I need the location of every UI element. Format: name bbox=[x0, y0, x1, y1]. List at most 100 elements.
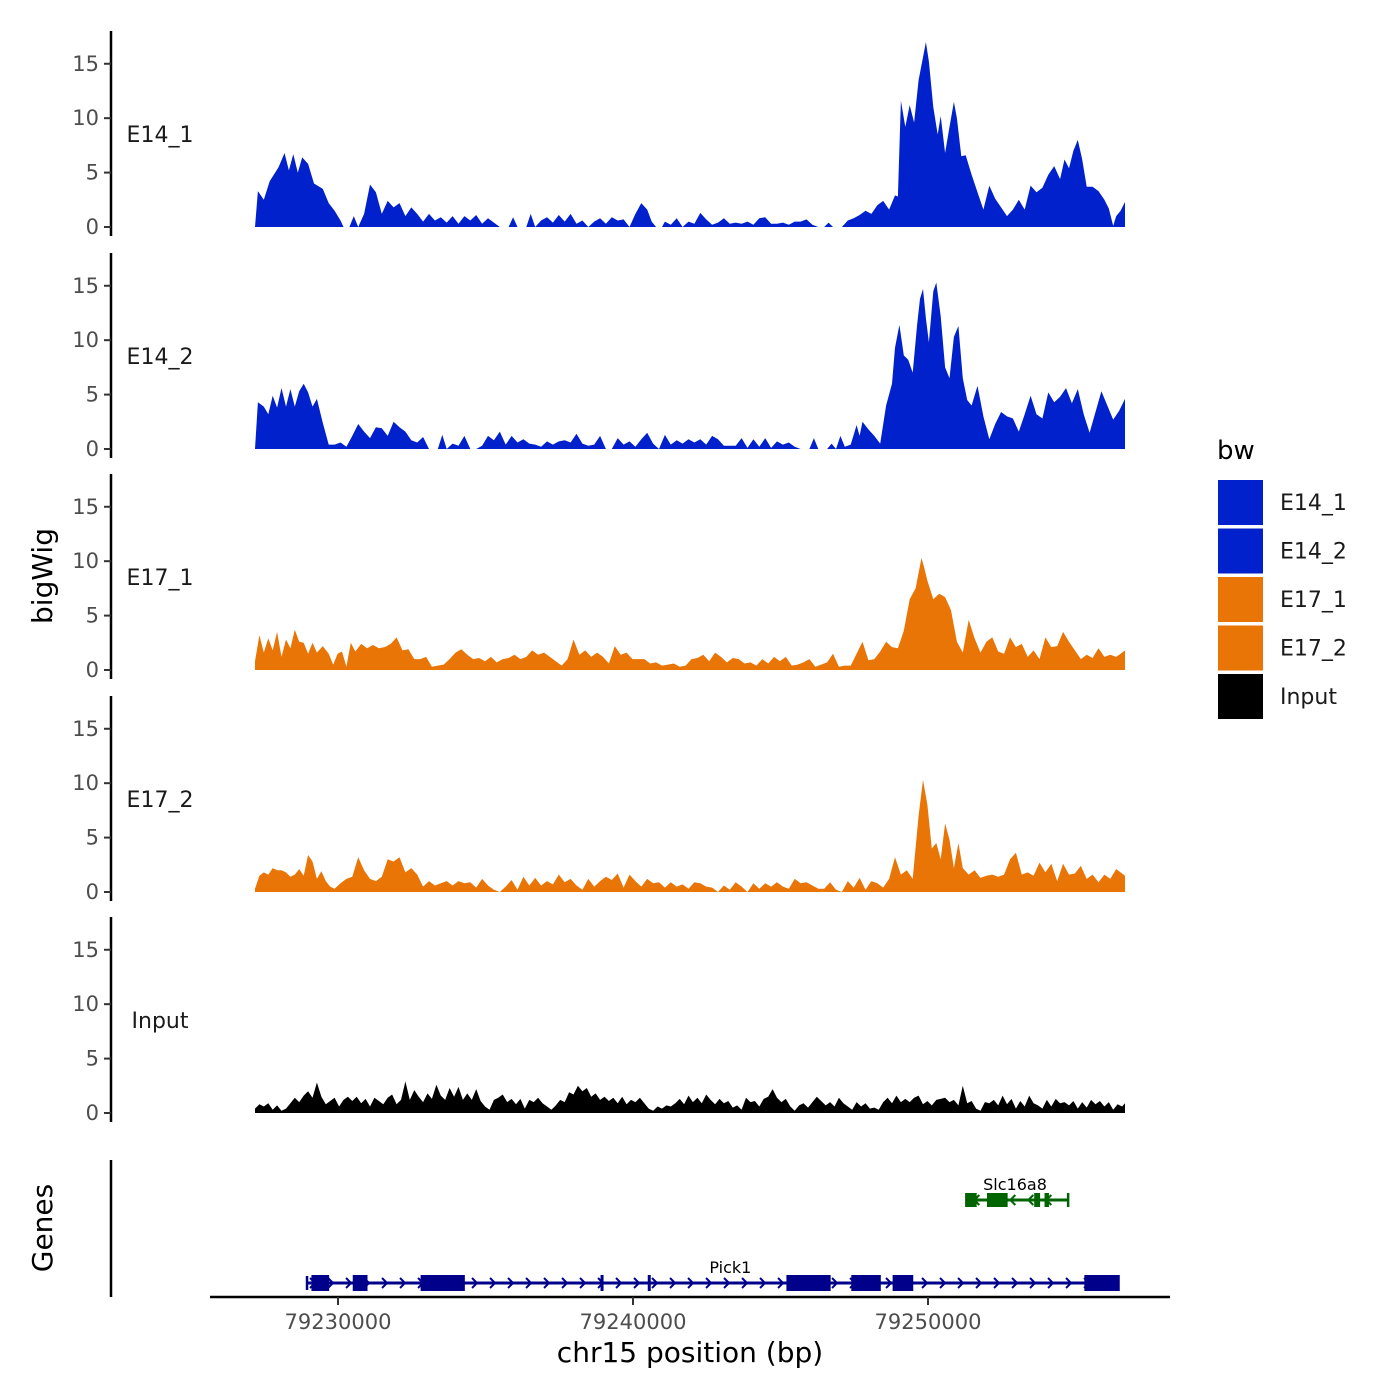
x-tick-label: 79240000 bbox=[580, 1310, 687, 1334]
strand-arrow bbox=[921, 1277, 929, 1289]
gene-label: Pick1 bbox=[709, 1258, 751, 1277]
legend-item-e14-2: E14_2 bbox=[1218, 528, 1347, 574]
strand-arrow bbox=[543, 1277, 551, 1289]
exon bbox=[311, 1275, 330, 1291]
legend-label: Input bbox=[1280, 685, 1337, 710]
exon bbox=[1084, 1275, 1120, 1291]
strand-arrow bbox=[471, 1277, 479, 1289]
legend-item-input: Input bbox=[1218, 674, 1337, 719]
gene-label: Slc16a8 bbox=[983, 1175, 1047, 1194]
y-tick-label: 10 bbox=[72, 328, 99, 352]
legend-item-e17-2: E17_2 bbox=[1218, 625, 1347, 671]
track-panel-e17-2: 0 5 10 15 E17_2 bbox=[72, 696, 1125, 904]
legend-label: E14_1 bbox=[1280, 491, 1347, 516]
x-ticks: 79230000 79240000 79250000 bbox=[285, 1297, 982, 1334]
y-tick-label: 0 bbox=[86, 658, 99, 682]
legend-swatch bbox=[1218, 625, 1263, 671]
track-label: E14_1 bbox=[127, 123, 194, 148]
x-tick-label: 79250000 bbox=[875, 1310, 982, 1334]
strand-arrow bbox=[327, 1277, 335, 1289]
strand-arrow bbox=[993, 1277, 1001, 1289]
exon bbox=[647, 1275, 651, 1291]
strand-arrow bbox=[741, 1277, 749, 1289]
exon bbox=[786, 1275, 831, 1291]
track-label: Input bbox=[132, 1009, 189, 1034]
strand-arrow bbox=[345, 1277, 353, 1289]
strand-arrow bbox=[1065, 1277, 1073, 1289]
y-tick-label: 15 bbox=[72, 52, 99, 76]
gene-models: Pick1 Slc16a8 bbox=[305, 1175, 1120, 1291]
strand-arrow bbox=[957, 1277, 965, 1289]
exon bbox=[420, 1275, 465, 1291]
y-tick-label: 5 bbox=[86, 1047, 99, 1071]
legend-swatch bbox=[1218, 528, 1263, 574]
y-tick-label: 5 bbox=[86, 826, 99, 850]
strand-arrow bbox=[507, 1277, 515, 1289]
x-tick-label: 79230000 bbox=[285, 1310, 392, 1334]
track-panel-e17-1: 0 5 10 15 E17_1 bbox=[72, 474, 1125, 682]
signal-area bbox=[255, 557, 1125, 670]
genes-panel: Genes Pick1 Slc16a8 bbox=[26, 1160, 1120, 1297]
y-tick-label: 15 bbox=[72, 717, 99, 741]
y-tick-label: 15 bbox=[72, 938, 99, 962]
strand-arrow bbox=[615, 1277, 623, 1289]
y-tick-label: 15 bbox=[72, 274, 99, 298]
strand-arrow bbox=[975, 1277, 983, 1289]
strand-arrow bbox=[489, 1277, 497, 1289]
exon bbox=[966, 1193, 977, 1207]
legend-label: E17_1 bbox=[1280, 588, 1347, 613]
y-tick-label: 0 bbox=[86, 880, 99, 904]
legend-item-e17-1: E17_1 bbox=[1218, 577, 1347, 622]
strand-arrow bbox=[723, 1277, 731, 1289]
exon bbox=[892, 1275, 914, 1291]
strand-arrow bbox=[525, 1277, 533, 1289]
strand-arrow bbox=[669, 1277, 677, 1289]
y-tick-label: 5 bbox=[86, 383, 99, 407]
x-axis: 79230000 79240000 79250000 chr15 position … bbox=[210, 1295, 1170, 1369]
y-tick-label: 10 bbox=[72, 549, 99, 573]
exon bbox=[600, 1275, 604, 1291]
legend-label: E14_2 bbox=[1280, 540, 1347, 565]
exon bbox=[1034, 1193, 1041, 1207]
strand-arrow bbox=[831, 1277, 839, 1289]
y-tick-label: 10 bbox=[72, 992, 99, 1016]
strand-arrow bbox=[939, 1277, 947, 1289]
strand-arrow bbox=[777, 1277, 785, 1289]
y-axis-title: bigWig bbox=[26, 528, 59, 624]
y-tick-label: 10 bbox=[72, 771, 99, 795]
strand-arrow bbox=[705, 1277, 713, 1289]
y-tick-label: 0 bbox=[86, 215, 99, 239]
strand-arrow bbox=[633, 1277, 641, 1289]
y-tick-label: 15 bbox=[72, 495, 99, 519]
y-tick-label: 10 bbox=[72, 106, 99, 130]
strand-arrow bbox=[759, 1277, 767, 1289]
strand-arrow bbox=[651, 1277, 659, 1289]
exon bbox=[851, 1275, 881, 1291]
legend-swatch bbox=[1218, 577, 1263, 622]
y-tick-label: 0 bbox=[86, 437, 99, 461]
signal-area bbox=[255, 282, 1125, 449]
legend-swatch bbox=[1218, 480, 1263, 525]
legend-swatch bbox=[1218, 674, 1263, 719]
exon bbox=[1044, 1193, 1049, 1207]
legend-items: E14_1 E14_2 E17_1 E17_2 Input bbox=[1218, 480, 1347, 719]
signal-area bbox=[255, 779, 1125, 892]
legend-label: E17_2 bbox=[1280, 637, 1347, 662]
strand-arrow bbox=[1011, 1277, 1019, 1289]
strand-arrow bbox=[1047, 1277, 1055, 1289]
track-panel-e14-2: 0 5 10 15 E14_2 bbox=[72, 253, 1125, 461]
gene-slc16a8: Slc16a8 bbox=[965, 1175, 1070, 1207]
strand-arrow bbox=[579, 1277, 587, 1289]
y-tick-label: 0 bbox=[86, 1101, 99, 1125]
signal-area bbox=[255, 42, 1125, 227]
genes-axis-title: Genes bbox=[26, 1184, 59, 1272]
strand-arrow bbox=[381, 1277, 389, 1289]
strand-arrow bbox=[885, 1277, 893, 1289]
y-tick-label: 5 bbox=[86, 161, 99, 185]
strand-arrow bbox=[561, 1277, 569, 1289]
strand-arrow bbox=[1008, 1194, 1017, 1206]
signal-area bbox=[255, 1081, 1125, 1113]
y-tick-label: 5 bbox=[86, 604, 99, 628]
strand-arrow bbox=[1029, 1277, 1037, 1289]
legend: bw E14_1 E14_2 E17_1 E17_2 Input bbox=[1217, 436, 1347, 719]
